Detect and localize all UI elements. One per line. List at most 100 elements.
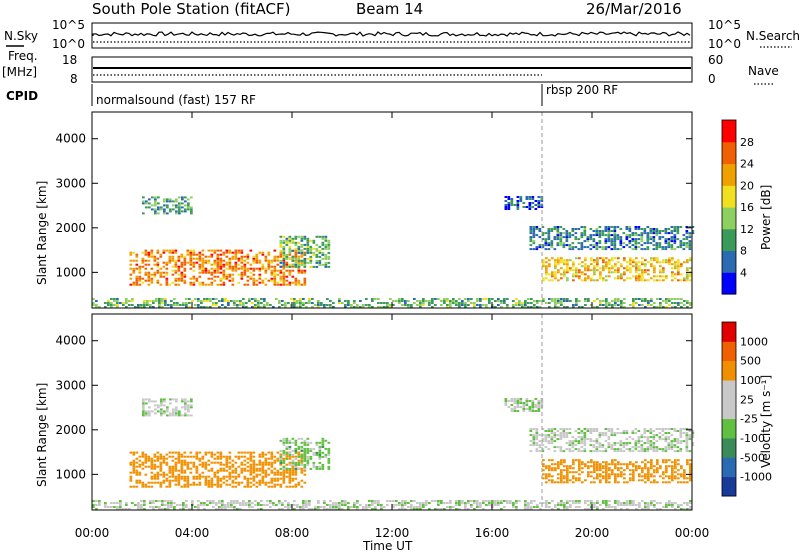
data-cell xyxy=(225,459,229,462)
data-cell xyxy=(563,459,566,462)
data-cell xyxy=(324,235,328,238)
data-cell xyxy=(638,473,641,476)
data-cell xyxy=(150,477,154,480)
data-cell xyxy=(305,502,308,504)
data-cell xyxy=(297,241,301,244)
data-cell xyxy=(631,430,635,432)
data-cell xyxy=(95,306,98,308)
data-cell xyxy=(104,504,107,506)
data-cell xyxy=(652,236,656,239)
data-cell xyxy=(685,244,689,247)
data-cell xyxy=(209,298,212,300)
data-cell xyxy=(563,261,566,264)
data-cell xyxy=(562,244,566,247)
x-axis: 00:00 04:00 08:00 12:00 16:00 20:00 00:00 xyxy=(75,526,710,540)
data-cell xyxy=(329,300,332,302)
data-cell xyxy=(604,432,608,434)
data-cell xyxy=(228,267,232,270)
data-cell xyxy=(674,298,677,300)
data-cell xyxy=(311,306,314,308)
data-cell xyxy=(192,465,196,468)
data-cell xyxy=(222,467,226,470)
data-cell xyxy=(422,504,425,506)
data-cell xyxy=(147,277,151,280)
data-cell xyxy=(542,298,545,300)
data-cell xyxy=(187,410,190,413)
data-cell xyxy=(148,414,151,417)
data-cell xyxy=(162,457,166,460)
colorbar-tick-label: 20 xyxy=(740,179,754,192)
data-cell xyxy=(291,455,295,458)
data-cell xyxy=(170,304,173,306)
data-cell xyxy=(574,448,578,451)
data-cell xyxy=(541,434,545,437)
data-cell xyxy=(464,508,467,510)
data-cell xyxy=(416,508,419,510)
data-cell xyxy=(620,263,623,266)
data-cell xyxy=(270,269,274,272)
data-cell xyxy=(204,479,208,482)
colorbar-swatch xyxy=(722,228,736,252)
data-cell xyxy=(300,251,304,254)
data-cell xyxy=(300,243,304,246)
data-cell xyxy=(658,232,662,235)
data-cell xyxy=(652,244,656,247)
data-cell xyxy=(638,504,641,506)
data-cell xyxy=(644,300,647,302)
data-cell xyxy=(569,300,572,302)
data-cell xyxy=(688,244,692,247)
freq-label: Freq. xyxy=(8,49,38,63)
data-cell xyxy=(529,238,533,241)
data-cell xyxy=(544,240,548,243)
data-cell xyxy=(284,306,287,308)
data-cell xyxy=(590,461,593,464)
data-cell xyxy=(158,508,161,510)
data-cell xyxy=(637,442,641,445)
data-cell xyxy=(605,504,608,506)
data-cell xyxy=(291,249,295,252)
data-cell xyxy=(270,485,274,488)
data-cell xyxy=(519,198,523,200)
data-cell xyxy=(590,481,593,484)
data-cell xyxy=(154,202,157,205)
data-cell xyxy=(649,236,653,239)
data-cell xyxy=(560,459,563,462)
data-cell xyxy=(190,210,193,213)
data-cell xyxy=(327,251,331,254)
data-cell xyxy=(185,302,188,304)
data-cell xyxy=(249,275,253,278)
data-cell xyxy=(516,410,520,412)
data-cell xyxy=(174,479,178,482)
data-cell xyxy=(153,275,157,278)
data-cell xyxy=(593,259,596,262)
data-cell xyxy=(556,430,560,432)
data-cell xyxy=(201,261,205,264)
data-cell xyxy=(197,508,200,510)
data-cell xyxy=(620,306,623,308)
data-cell xyxy=(580,442,584,445)
data-cell xyxy=(551,479,554,482)
data-cell xyxy=(219,469,223,472)
data-cell xyxy=(470,302,473,304)
data-cell xyxy=(234,249,238,252)
data-cell xyxy=(163,400,166,403)
data-cell xyxy=(531,408,535,410)
data-cell xyxy=(293,302,296,304)
data-cell xyxy=(251,502,254,504)
data-cell xyxy=(513,410,517,412)
data-cell xyxy=(318,445,322,448)
data-cell xyxy=(677,463,680,466)
data-cell xyxy=(288,461,292,464)
data-cell xyxy=(647,479,650,482)
data-cell xyxy=(194,298,197,300)
data-cell xyxy=(578,500,581,502)
data-cell xyxy=(150,277,154,280)
data-cell xyxy=(180,463,184,466)
data-cell xyxy=(431,306,434,308)
data-cell xyxy=(198,473,202,476)
data-cell xyxy=(689,257,692,260)
data-cell xyxy=(584,502,587,504)
data-cell xyxy=(665,259,668,262)
data-cell xyxy=(324,261,328,264)
data-cell xyxy=(602,279,605,282)
